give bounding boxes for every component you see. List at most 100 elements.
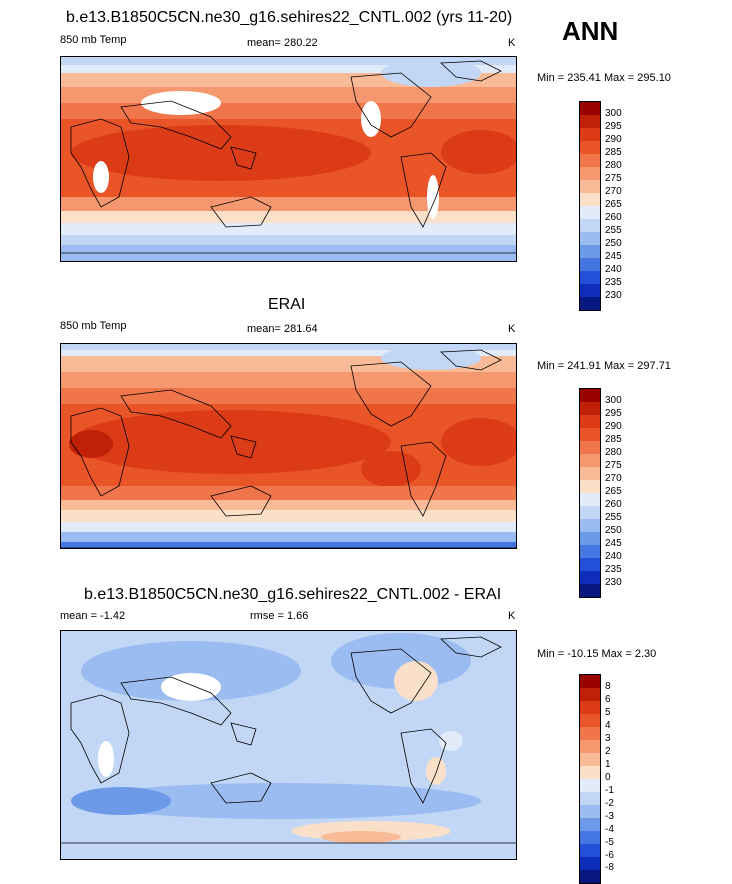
panel-3-field bbox=[61, 631, 516, 859]
colorbar-label: 235 bbox=[605, 564, 622, 575]
colorbar-swatch bbox=[580, 792, 600, 805]
colorbar-swatch bbox=[580, 115, 600, 128]
colorbar-swatch bbox=[580, 844, 600, 857]
colorbar-swatch bbox=[580, 284, 600, 297]
colorbar-label: 300 bbox=[605, 108, 622, 119]
colorbar-label: 280 bbox=[605, 160, 622, 171]
colorbar-swatch bbox=[580, 428, 600, 441]
colorbar-swatch bbox=[580, 402, 600, 415]
colorbar-label: 250 bbox=[605, 525, 622, 536]
colorbar-swatch bbox=[580, 532, 600, 545]
colorbar-swatch bbox=[580, 558, 600, 571]
colorbar-swatch bbox=[580, 714, 600, 727]
colorbar-swatch bbox=[580, 727, 600, 740]
colorbar-label: 3 bbox=[605, 733, 611, 744]
panel-3-map bbox=[60, 630, 517, 860]
colorbar-swatch bbox=[580, 584, 600, 597]
colorbar-swatch bbox=[580, 753, 600, 766]
colorbar-swatch bbox=[580, 193, 600, 206]
colorbar-label: 260 bbox=[605, 212, 622, 223]
colorbar-swatch bbox=[580, 258, 600, 271]
colorbar-label: 280 bbox=[605, 447, 622, 458]
panel-1-variable: 850 mb Temp bbox=[60, 34, 127, 46]
panel-2-mean: mean= 281.64 bbox=[247, 323, 318, 335]
colorbar-label: 250 bbox=[605, 238, 622, 249]
colorbar-swatch bbox=[580, 297, 600, 310]
colorbar-swatch bbox=[580, 441, 600, 454]
colorbar-swatch bbox=[580, 688, 600, 701]
colorbar-label: 295 bbox=[605, 408, 622, 419]
colorbar-swatch bbox=[580, 493, 600, 506]
colorbar-label: 2 bbox=[605, 746, 611, 757]
colorbar-label: 265 bbox=[605, 199, 622, 210]
season-label: ANN bbox=[562, 16, 619, 46]
colorbar-swatch bbox=[580, 480, 600, 493]
colorbar-swatch bbox=[580, 766, 600, 779]
panel-1-title: b.e13.B1850C5CN.ne30_g16.sehires22_CNTL.… bbox=[66, 9, 513, 26]
panel-3-colorbar bbox=[579, 674, 601, 884]
colorbar-swatch bbox=[580, 467, 600, 480]
colorbar-swatch bbox=[580, 545, 600, 558]
colorbar-swatch bbox=[580, 779, 600, 792]
colorbar-label: -1 bbox=[605, 785, 614, 796]
colorbar-swatch bbox=[580, 219, 600, 232]
colorbar-label: 295 bbox=[605, 121, 622, 132]
colorbar-swatch bbox=[580, 154, 600, 167]
colorbar-label: 290 bbox=[605, 421, 622, 432]
panel-3-title: b.e13.B1850C5CN.ne30_g16.sehires22_CNTL.… bbox=[84, 586, 502, 603]
colorbar-label: 5 bbox=[605, 707, 611, 718]
colorbar-label: 235 bbox=[605, 277, 622, 288]
colorbar-label: 265 bbox=[605, 486, 622, 497]
colorbar-label: 230 bbox=[605, 577, 622, 588]
colorbar-swatch bbox=[580, 519, 600, 532]
colorbar-swatch bbox=[580, 141, 600, 154]
colorbar-label: 300 bbox=[605, 395, 622, 406]
colorbar-label: 275 bbox=[605, 173, 622, 184]
colorbar-swatch bbox=[580, 857, 600, 870]
panel-3-mean: mean = -1.42 bbox=[60, 610, 126, 622]
colorbar-label: 270 bbox=[605, 473, 622, 484]
panel-3-units: K bbox=[508, 610, 516, 622]
colorbar-label: 4 bbox=[605, 720, 611, 731]
colorbar-label: 255 bbox=[605, 225, 622, 236]
panel-2-field bbox=[61, 344, 516, 548]
colorbar-swatch bbox=[580, 454, 600, 467]
panel-1-field bbox=[61, 57, 516, 261]
panel-2-units: K bbox=[508, 323, 516, 335]
colorbar-label: 260 bbox=[605, 499, 622, 510]
colorbar-swatch bbox=[580, 870, 600, 883]
colorbar-label: 255 bbox=[605, 512, 622, 523]
panel-2-colorbar bbox=[579, 388, 601, 598]
colorbar-label: 230 bbox=[605, 290, 622, 301]
panel-3-minmax: Min = -10.15 Max = 2.30 bbox=[537, 648, 657, 660]
panel-1-minmax: Min = 235.41 Max = 295.10 bbox=[537, 72, 671, 84]
panel-2-title: ERAI bbox=[268, 296, 306, 313]
panel-2-map bbox=[60, 343, 517, 549]
panel-1-map bbox=[60, 56, 517, 262]
colorbar-label: -2 bbox=[605, 798, 614, 809]
colorbar-swatch bbox=[580, 831, 600, 844]
colorbar-swatch bbox=[580, 506, 600, 519]
colorbar-label: -6 bbox=[605, 850, 614, 861]
colorbar-label: 240 bbox=[605, 264, 622, 275]
colorbar-label: -3 bbox=[605, 811, 614, 822]
colorbar-swatch bbox=[580, 180, 600, 193]
colorbar-label: 245 bbox=[605, 251, 622, 262]
colorbar-label: 6 bbox=[605, 694, 611, 705]
panel-2-minmax: Min = 241.91 Max = 297.71 bbox=[537, 360, 671, 372]
colorbar-label: 0 bbox=[605, 772, 611, 783]
colorbar-label: 270 bbox=[605, 186, 622, 197]
colorbar-swatch bbox=[580, 701, 600, 714]
colorbar-swatch bbox=[580, 271, 600, 284]
colorbar-swatch bbox=[580, 102, 600, 115]
colorbar-label: 285 bbox=[605, 434, 622, 445]
colorbar-swatch bbox=[580, 818, 600, 831]
panel-2-variable: 850 mb Temp bbox=[60, 320, 127, 332]
colorbar-label: 1 bbox=[605, 759, 611, 770]
colorbar-label: 8 bbox=[605, 681, 611, 692]
panel-1-units: K bbox=[508, 37, 516, 49]
colorbar-swatch bbox=[580, 805, 600, 818]
panel-3-rmse: rmse = 1.66 bbox=[250, 610, 309, 622]
colorbar-label: 285 bbox=[605, 147, 622, 158]
colorbar-swatch bbox=[580, 232, 600, 245]
